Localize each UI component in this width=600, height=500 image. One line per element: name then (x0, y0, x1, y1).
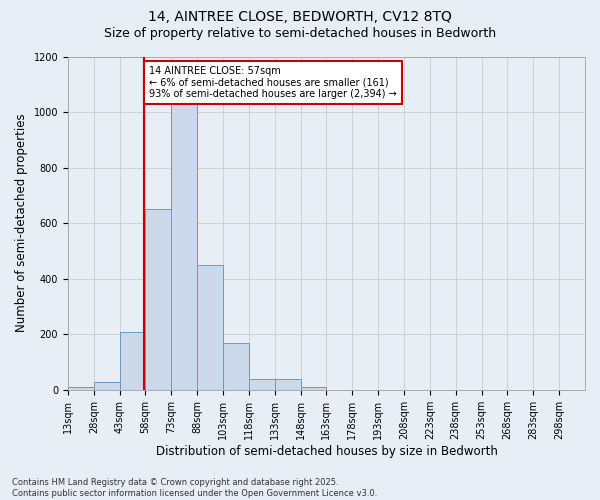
Y-axis label: Number of semi-detached properties: Number of semi-detached properties (15, 114, 28, 332)
Text: 14 AINTREE CLOSE: 57sqm
← 6% of semi-detached houses are smaller (161)
93% of se: 14 AINTREE CLOSE: 57sqm ← 6% of semi-det… (149, 66, 397, 100)
Bar (223, 342, 249, 390)
Text: Contains HM Land Registry data © Crown copyright and database right 2025.
Contai: Contains HM Land Registry data © Crown c… (12, 478, 377, 498)
Text: Size of property relative to semi-detached houses in Bedworth: Size of property relative to semi-detach… (104, 28, 496, 40)
Bar (172, 98, 197, 390)
Bar (249, 378, 275, 390)
Bar (197, 265, 223, 390)
Bar (275, 378, 301, 390)
X-axis label: Distribution of semi-detached houses by size in Bedworth: Distribution of semi-detached houses by … (155, 444, 497, 458)
Bar (94, 382, 119, 390)
Bar (68, 387, 94, 390)
Bar (145, 210, 172, 390)
Bar (301, 387, 326, 390)
Bar (119, 332, 145, 390)
Text: 14, AINTREE CLOSE, BEDWORTH, CV12 8TQ: 14, AINTREE CLOSE, BEDWORTH, CV12 8TQ (148, 10, 452, 24)
